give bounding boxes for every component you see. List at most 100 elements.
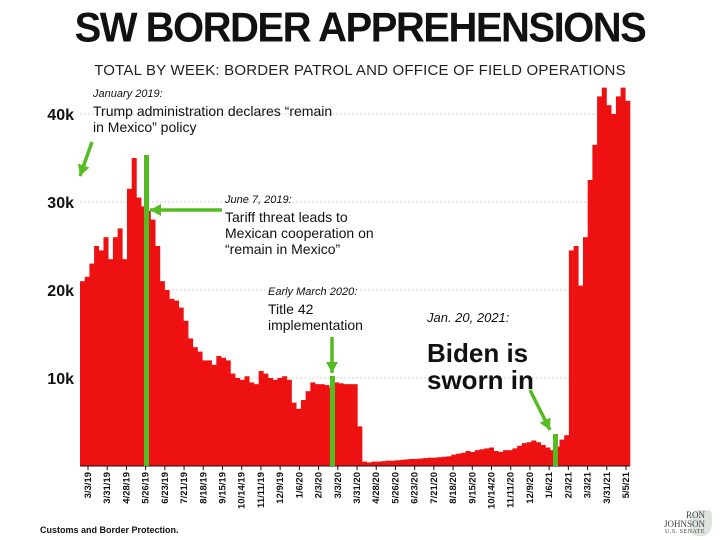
bar [582, 237, 588, 466]
bar [568, 250, 574, 466]
bar [357, 426, 363, 466]
bar [300, 400, 306, 466]
bar [488, 447, 494, 466]
bar [155, 246, 161, 466]
bar [474, 450, 480, 466]
bar [183, 320, 189, 466]
y-tick-label: 20k [47, 283, 74, 300]
bar [521, 443, 527, 466]
bar [221, 357, 227, 466]
bar [347, 384, 353, 466]
bar [470, 451, 476, 466]
bar [362, 461, 368, 466]
bar [282, 376, 288, 466]
bar [89, 263, 95, 466]
bar [409, 458, 415, 466]
x-tick-label: 6/23/20 [410, 472, 421, 504]
bar [451, 454, 457, 466]
bar [380, 461, 386, 466]
bar [296, 408, 302, 466]
x-tick-label: 1/6/20 [294, 472, 305, 498]
x-tick-label: 8/18/19 [198, 472, 209, 504]
y-tick-label: 30k [47, 195, 74, 212]
chart-subtitle: TOTAL BY WEEK: BORDER PATROL AND OFFICE … [94, 62, 626, 79]
annotation-biden: Jan. 20, 2021: [427, 310, 547, 334]
bar [343, 384, 349, 466]
bar [272, 379, 278, 466]
bar [601, 87, 607, 466]
x-tick-label: 2/3/20 [314, 472, 325, 498]
bar [413, 458, 419, 466]
arrow-biden-head [539, 417, 551, 430]
x-tick-label: 11/11/19 [256, 472, 267, 508]
bar [253, 384, 259, 466]
bar [249, 382, 255, 466]
bar [535, 442, 541, 466]
x-tick-label: 2/3/21 [563, 471, 574, 498]
marker-biden [553, 434, 558, 466]
bar [441, 456, 447, 466]
bar [587, 180, 593, 466]
bar [479, 449, 485, 466]
bar [84, 276, 90, 466]
bar [507, 450, 513, 466]
bar [192, 347, 198, 466]
bar [188, 338, 194, 466]
bar [136, 197, 142, 466]
x-tick-label: 3/3/19 [83, 472, 94, 498]
bar [202, 360, 208, 466]
bar [268, 378, 274, 466]
bar [427, 457, 433, 466]
bar [371, 461, 377, 466]
logo: RON JOHNSON U.S. SENATE [664, 511, 706, 536]
logo-line: JOHNSON [664, 519, 706, 529]
bar [625, 100, 631, 467]
y-tick-label: 40k [47, 107, 74, 124]
bar [127, 188, 133, 467]
bar [277, 378, 283, 466]
bar [465, 451, 471, 466]
bar [390, 460, 396, 466]
bar [164, 290, 170, 466]
bar [333, 382, 339, 466]
bar [225, 360, 231, 466]
marker-tariff [144, 155, 149, 466]
bar [484, 448, 490, 466]
x-tick-label: 4/28/19 [121, 472, 132, 504]
bar [305, 391, 311, 466]
x-tick-label: 3/3/21 [583, 471, 594, 498]
x-tick-label: 12/9/20 [525, 472, 536, 504]
bar [286, 379, 292, 466]
x-tick-label: 7/21/20 [429, 472, 440, 504]
y-tick-label: 10k [47, 371, 74, 388]
bar [141, 206, 147, 466]
logo-line: U.S. SENATE [665, 529, 706, 535]
bar [169, 298, 175, 466]
bar [235, 378, 241, 466]
x-tick-label: 5/5/21 [621, 471, 632, 498]
marker-title-42 [330, 376, 335, 466]
arrow-tariff-head [150, 204, 161, 216]
bar [592, 144, 598, 467]
arrow-remain-in-mexico-head [78, 163, 90, 176]
x-tick-label: 1/6/21 [544, 471, 555, 498]
bar [498, 451, 504, 466]
x-tick-label: 3/31/19 [102, 472, 113, 504]
bar [324, 385, 330, 466]
x-tick-label: 9/15/19 [218, 472, 229, 504]
bar-series [80, 87, 631, 467]
bar [606, 105, 612, 466]
annotation-title-42: Early March 2020: Title 42 implementatio… [268, 286, 398, 333]
bar [291, 402, 297, 466]
x-tick-label: 3/3/20 [333, 472, 344, 498]
annotation-biden-text: Biden is sworn in [427, 338, 534, 396]
bar [394, 460, 400, 466]
bar [159, 281, 165, 466]
bar [573, 246, 579, 466]
wisconsin-map-icon [690, 510, 712, 536]
annotation-date: June 7, 2019: [225, 194, 292, 206]
chart-title: SW BORDER APPREHENSIONS [74, 4, 647, 52]
annotation-arrows [78, 141, 552, 431]
bar [540, 444, 546, 466]
